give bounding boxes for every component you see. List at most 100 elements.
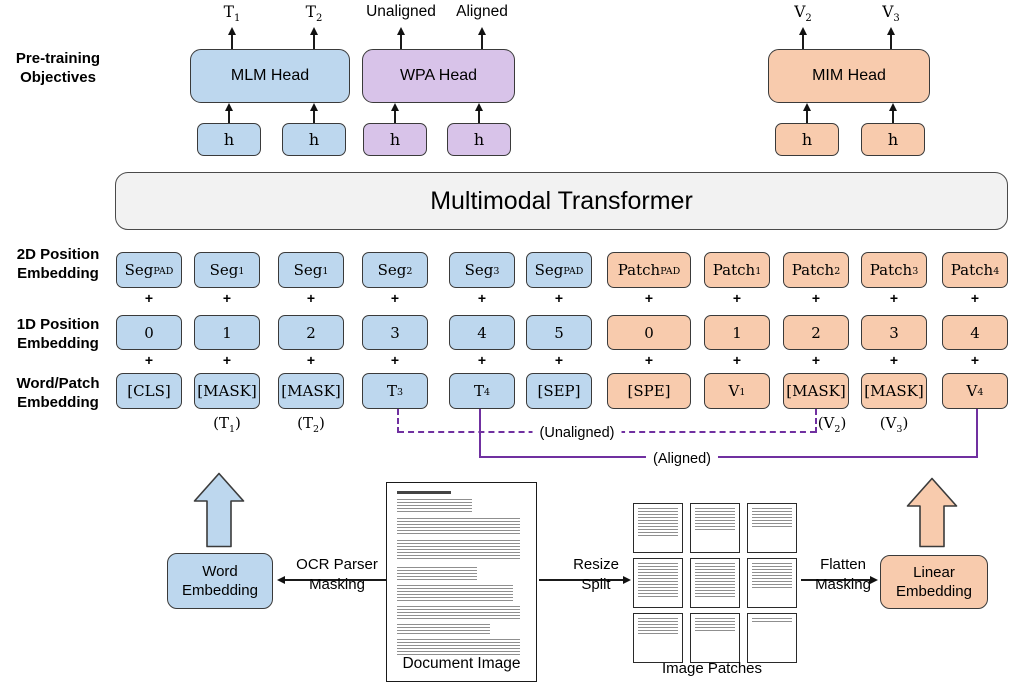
arrow-line — [806, 109, 808, 123]
plus-sign: + — [554, 290, 564, 306]
arrow-line — [890, 33, 892, 49]
arrow-line — [394, 109, 396, 123]
plus-sign: + — [477, 290, 487, 306]
seg-embedding-box: Seg 1 — [278, 252, 344, 288]
token-embedding-box: [MASK] — [278, 373, 344, 409]
hidden-state-box: h — [282, 123, 346, 156]
image-patch — [633, 558, 683, 608]
1d-position-embedding-label: 1D Position Embedding — [16, 316, 100, 352]
seg-embedding-box: Patch 3 — [861, 252, 927, 288]
token-embedding-box: [MASK] — [861, 373, 927, 409]
seg-embedding-box: Patch PAD — [607, 252, 691, 288]
patch-text-lines — [752, 563, 792, 589]
pretraining-objectives-label: Pre-training Objectives — [15, 50, 101, 86]
plus-sign: + — [554, 352, 564, 368]
position-embedding-box: 0 — [607, 315, 691, 350]
arrow-left-icon — [277, 575, 285, 584]
arrow-line — [313, 109, 315, 123]
seg-embedding-box: Seg PAD — [526, 252, 592, 288]
image-patches-label: Image Patches — [661, 660, 763, 677]
arrow-up-icon — [390, 103, 399, 111]
position-embedding-box: 3 — [861, 315, 927, 350]
plus-sign: + — [477, 352, 487, 368]
position-embedding-box: 4 — [942, 315, 1008, 350]
plus-sign: + — [306, 290, 316, 306]
seg-embedding-box: Seg 2 — [362, 252, 428, 288]
word-embedding-box: Word Embedding — [167, 553, 273, 609]
document-text-line — [397, 567, 477, 580]
masked-target-label: (T2) — [297, 414, 325, 435]
token-embedding-box: [SEP] — [526, 373, 592, 409]
hidden-state-box: h — [861, 123, 925, 156]
arrow-right-icon — [870, 575, 878, 584]
arrow-up-icon — [224, 103, 233, 111]
arrow-up-icon — [888, 103, 897, 111]
document-text-line — [397, 606, 520, 619]
plus-sign: + — [811, 352, 821, 368]
image-patch — [747, 503, 797, 553]
document-text-lines — [397, 491, 526, 656]
plus-sign: + — [811, 290, 821, 306]
mlm-head-box: MLM Head — [190, 49, 350, 103]
masked-target-label: (V3) — [879, 414, 909, 435]
arrow-line — [400, 33, 402, 49]
patch-text-lines — [638, 508, 678, 538]
masked-target-label: (V2) — [817, 414, 847, 435]
plus-sign: + — [390, 352, 400, 368]
multimodal-transformer-box: Multimodal Transformer — [115, 172, 1008, 230]
arrow-up-icon — [309, 103, 318, 111]
head-output-label: T1 — [223, 3, 241, 25]
document-text-line — [397, 585, 514, 601]
hidden-state-box: h — [447, 123, 511, 156]
position-embedding-box: 5 — [526, 315, 592, 350]
image-patch — [747, 558, 797, 608]
linear-embedding-up-arrow — [906, 477, 958, 548]
seg-embedding-box: Seg PAD — [116, 252, 182, 288]
arrow-line — [481, 33, 483, 49]
plus-sign: + — [732, 290, 742, 306]
arrow-up-icon — [396, 27, 405, 35]
hidden-state-box: h — [363, 123, 427, 156]
plus-sign: + — [644, 352, 654, 368]
flatten-masking-label: Flatten Masking — [815, 556, 871, 594]
document-image: Document Image — [386, 482, 537, 682]
unaligned-connector-line — [815, 409, 817, 433]
position-embedding-box: 2 — [278, 315, 344, 350]
image-patch — [747, 613, 797, 663]
patch-text-lines — [695, 563, 735, 597]
head-output-label: V3 — [882, 3, 900, 25]
token-embedding-box: [MASK] — [194, 373, 260, 409]
document-text-line — [397, 639, 520, 656]
plus-sign: + — [222, 290, 232, 306]
token-embedding-box: [MASK] — [783, 373, 849, 409]
unaligned-connector-line — [397, 409, 399, 433]
patch-text-lines — [638, 618, 678, 635]
arrow-line — [539, 579, 625, 581]
arrow-right-icon — [623, 575, 631, 584]
aligned-connector-line — [479, 409, 481, 458]
linear-embedding-box: Linear Embedding — [880, 555, 988, 609]
hidden-state-box: h — [197, 123, 261, 156]
plus-sign: + — [144, 290, 154, 306]
token-embedding-box: [SPE] — [607, 373, 691, 409]
aligned-connector-line — [480, 456, 976, 458]
resize-split-label: Resize Split — [573, 556, 619, 594]
seg-embedding-box: Patch 1 — [704, 252, 770, 288]
position-embedding-box: 1 — [194, 315, 260, 350]
image-patch — [633, 503, 683, 553]
image-patch — [690, 558, 740, 608]
plus-sign: + — [970, 290, 980, 306]
seg-embedding-box: Patch 4 — [942, 252, 1008, 288]
arrow-up-icon — [886, 27, 895, 35]
arrow-up-icon — [477, 27, 486, 35]
plus-sign: + — [644, 290, 654, 306]
arrow-up-icon — [802, 103, 811, 111]
arrow-line — [228, 109, 230, 123]
hidden-state-box: h — [775, 123, 839, 156]
head-output-label: Aligned — [456, 3, 508, 20]
plus-sign: + — [222, 352, 232, 368]
patch-text-lines — [695, 508, 735, 532]
